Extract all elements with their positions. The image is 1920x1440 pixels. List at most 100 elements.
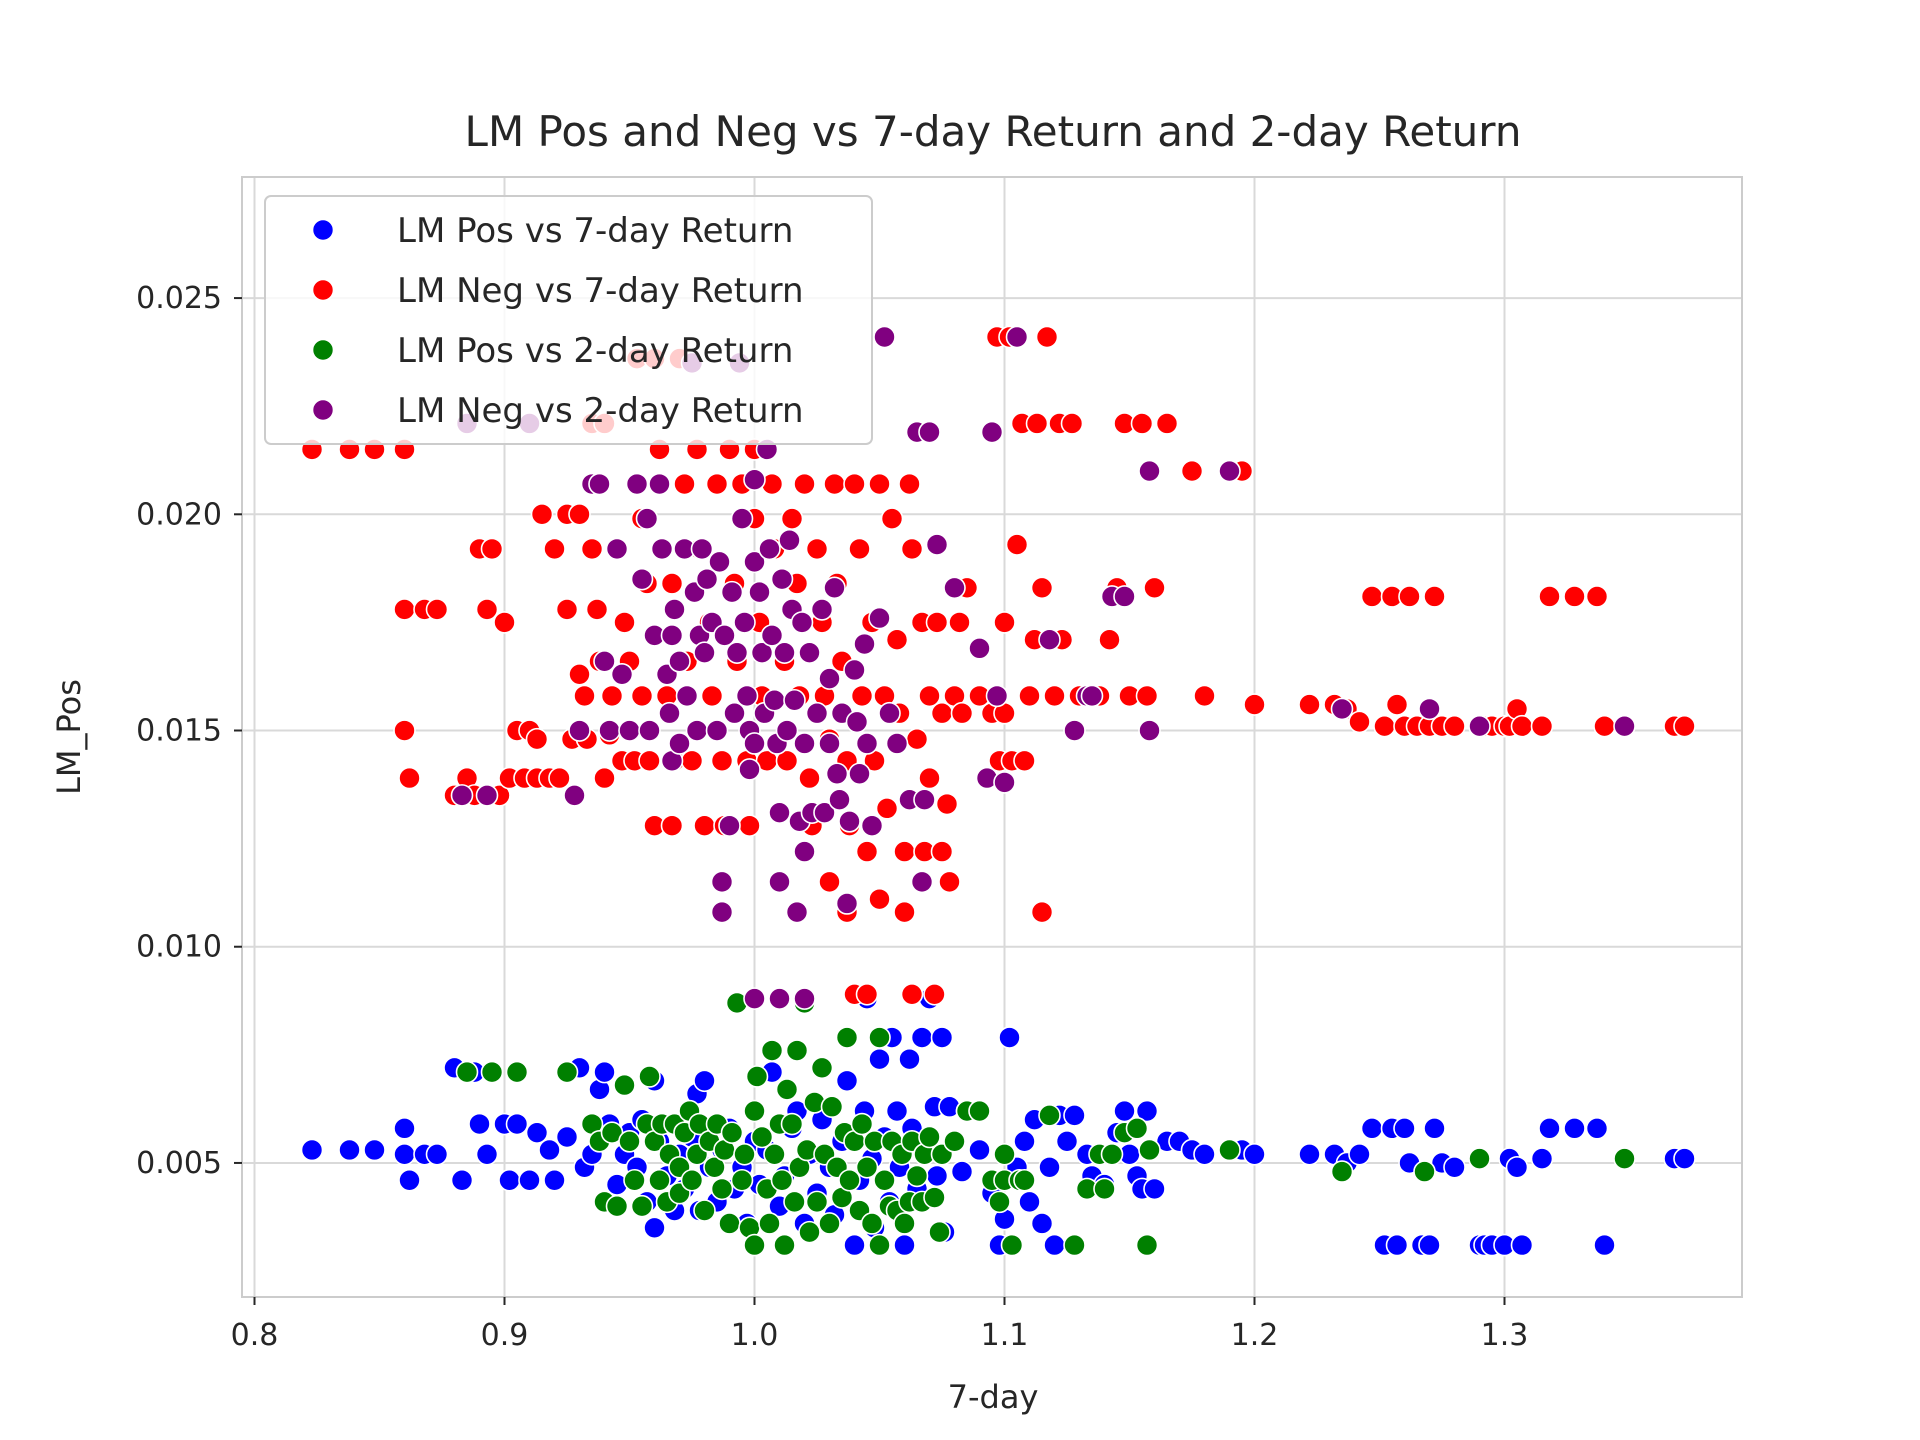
scatter-point [1005, 533, 1029, 556]
scatter-point [425, 598, 449, 621]
scatter-point [1330, 1160, 1354, 1183]
scatter-point [1038, 628, 1061, 652]
scatter-point [868, 1026, 891, 1049]
scatter-point [555, 1060, 579, 1084]
scatter-point [705, 472, 729, 496]
scatter-point [805, 1190, 829, 1214]
scatter-point [893, 900, 916, 924]
y-axis-ticks: 0.005 0.010 0.015 0.020 0.025 [136, 281, 242, 1181]
scatter-point [780, 507, 804, 530]
scatter-point [893, 1212, 916, 1235]
scatter-point [925, 611, 949, 634]
scatter-point [893, 1233, 916, 1257]
scatter-point [593, 766, 616, 790]
scatter-point [873, 325, 896, 349]
scatter-point [743, 732, 766, 755]
scatter-point [300, 1138, 324, 1162]
scatter-point [455, 1060, 479, 1084]
scatter-point [685, 719, 709, 742]
scatter-point [793, 987, 816, 1010]
scatter-point [1113, 585, 1136, 608]
scatter-point [493, 611, 516, 634]
scatter-point [718, 1212, 741, 1235]
scatter-point [885, 1099, 909, 1123]
scatter-point [398, 1168, 421, 1192]
scatter-point [648, 1168, 671, 1192]
scatter-point [690, 537, 714, 561]
scatter-point [825, 762, 849, 786]
scatter-point [650, 537, 674, 561]
scatter-point [770, 567, 794, 591]
scatter-point [1593, 1233, 1616, 1257]
legend-label: LM Neg vs 7-day Return [397, 271, 804, 311]
scatter-point [860, 1212, 884, 1235]
scatter-point [773, 641, 796, 664]
scatter-point [498, 1168, 521, 1192]
scatter-point [823, 472, 846, 496]
x-tick-label: 0.8 [231, 1318, 279, 1353]
scatter-point [630, 1194, 654, 1218]
scatter-point [538, 1138, 561, 1162]
scatter-point [1143, 1177, 1166, 1201]
scatter-point [505, 1060, 529, 1084]
y-tick-label: 0.020 [136, 497, 222, 532]
scatter-point [733, 611, 756, 634]
scatter-point [693, 1069, 716, 1093]
scatter-point [450, 1168, 474, 1192]
scatter-point [593, 1060, 616, 1084]
scatter-point [1585, 585, 1609, 608]
scatter-point [950, 1160, 974, 1183]
scatter-point [1348, 1142, 1371, 1166]
scatter-point [843, 658, 866, 682]
scatter-point [738, 758, 761, 781]
scatter-point [623, 1168, 646, 1192]
scatter-point [705, 719, 729, 742]
scatter-point [828, 788, 851, 812]
scatter-point [835, 1069, 859, 1093]
scatter-point [693, 814, 716, 837]
scatter-point [505, 1112, 529, 1136]
scatter-point [763, 688, 786, 712]
scatter-point [905, 1164, 929, 1188]
y-tick-label: 0.025 [136, 281, 222, 316]
scatter-point [1043, 1233, 1066, 1257]
scatter-point [1613, 714, 1636, 738]
scatter-point [993, 771, 1016, 794]
scatter-point [1243, 693, 1266, 716]
scatter-point [943, 1130, 966, 1153]
x-tick-label: 1.3 [1481, 1318, 1529, 1353]
scatter-point [1585, 1117, 1609, 1140]
scatter-point [1100, 1142, 1124, 1166]
scatter-point [748, 580, 771, 604]
scatter-point [723, 701, 746, 725]
scatter-point [1360, 1117, 1384, 1140]
scatter-point [745, 1065, 769, 1088]
scatter-point [475, 784, 499, 807]
scatter-point [703, 1155, 726, 1179]
scatter-point [708, 550, 731, 574]
scatter-point [793, 732, 816, 755]
scatter-point [798, 641, 821, 664]
scatter-point [475, 1142, 499, 1166]
scatter-point [770, 1168, 794, 1192]
scatter-point [900, 537, 924, 561]
scatter-point [568, 719, 591, 742]
scatter-point [585, 598, 609, 621]
scatter-point [1138, 1138, 1161, 1162]
scatter-point [543, 537, 566, 561]
scatter-point [393, 1142, 416, 1166]
scatter-point [860, 814, 884, 837]
scatter-point [630, 684, 654, 708]
scatter-point [775, 749, 799, 773]
scatter-point [695, 567, 719, 591]
scatter-point [660, 572, 684, 595]
scatter-point [1018, 1190, 1041, 1214]
scatter-point [925, 533, 949, 556]
scatter-point [593, 650, 616, 673]
scatter-point [1000, 1233, 1024, 1257]
scatter-point [660, 624, 684, 647]
scatter-point [1613, 1147, 1636, 1170]
scatter-point [855, 982, 879, 1006]
scatter-point [1063, 1233, 1086, 1257]
scatter-point [810, 598, 834, 621]
